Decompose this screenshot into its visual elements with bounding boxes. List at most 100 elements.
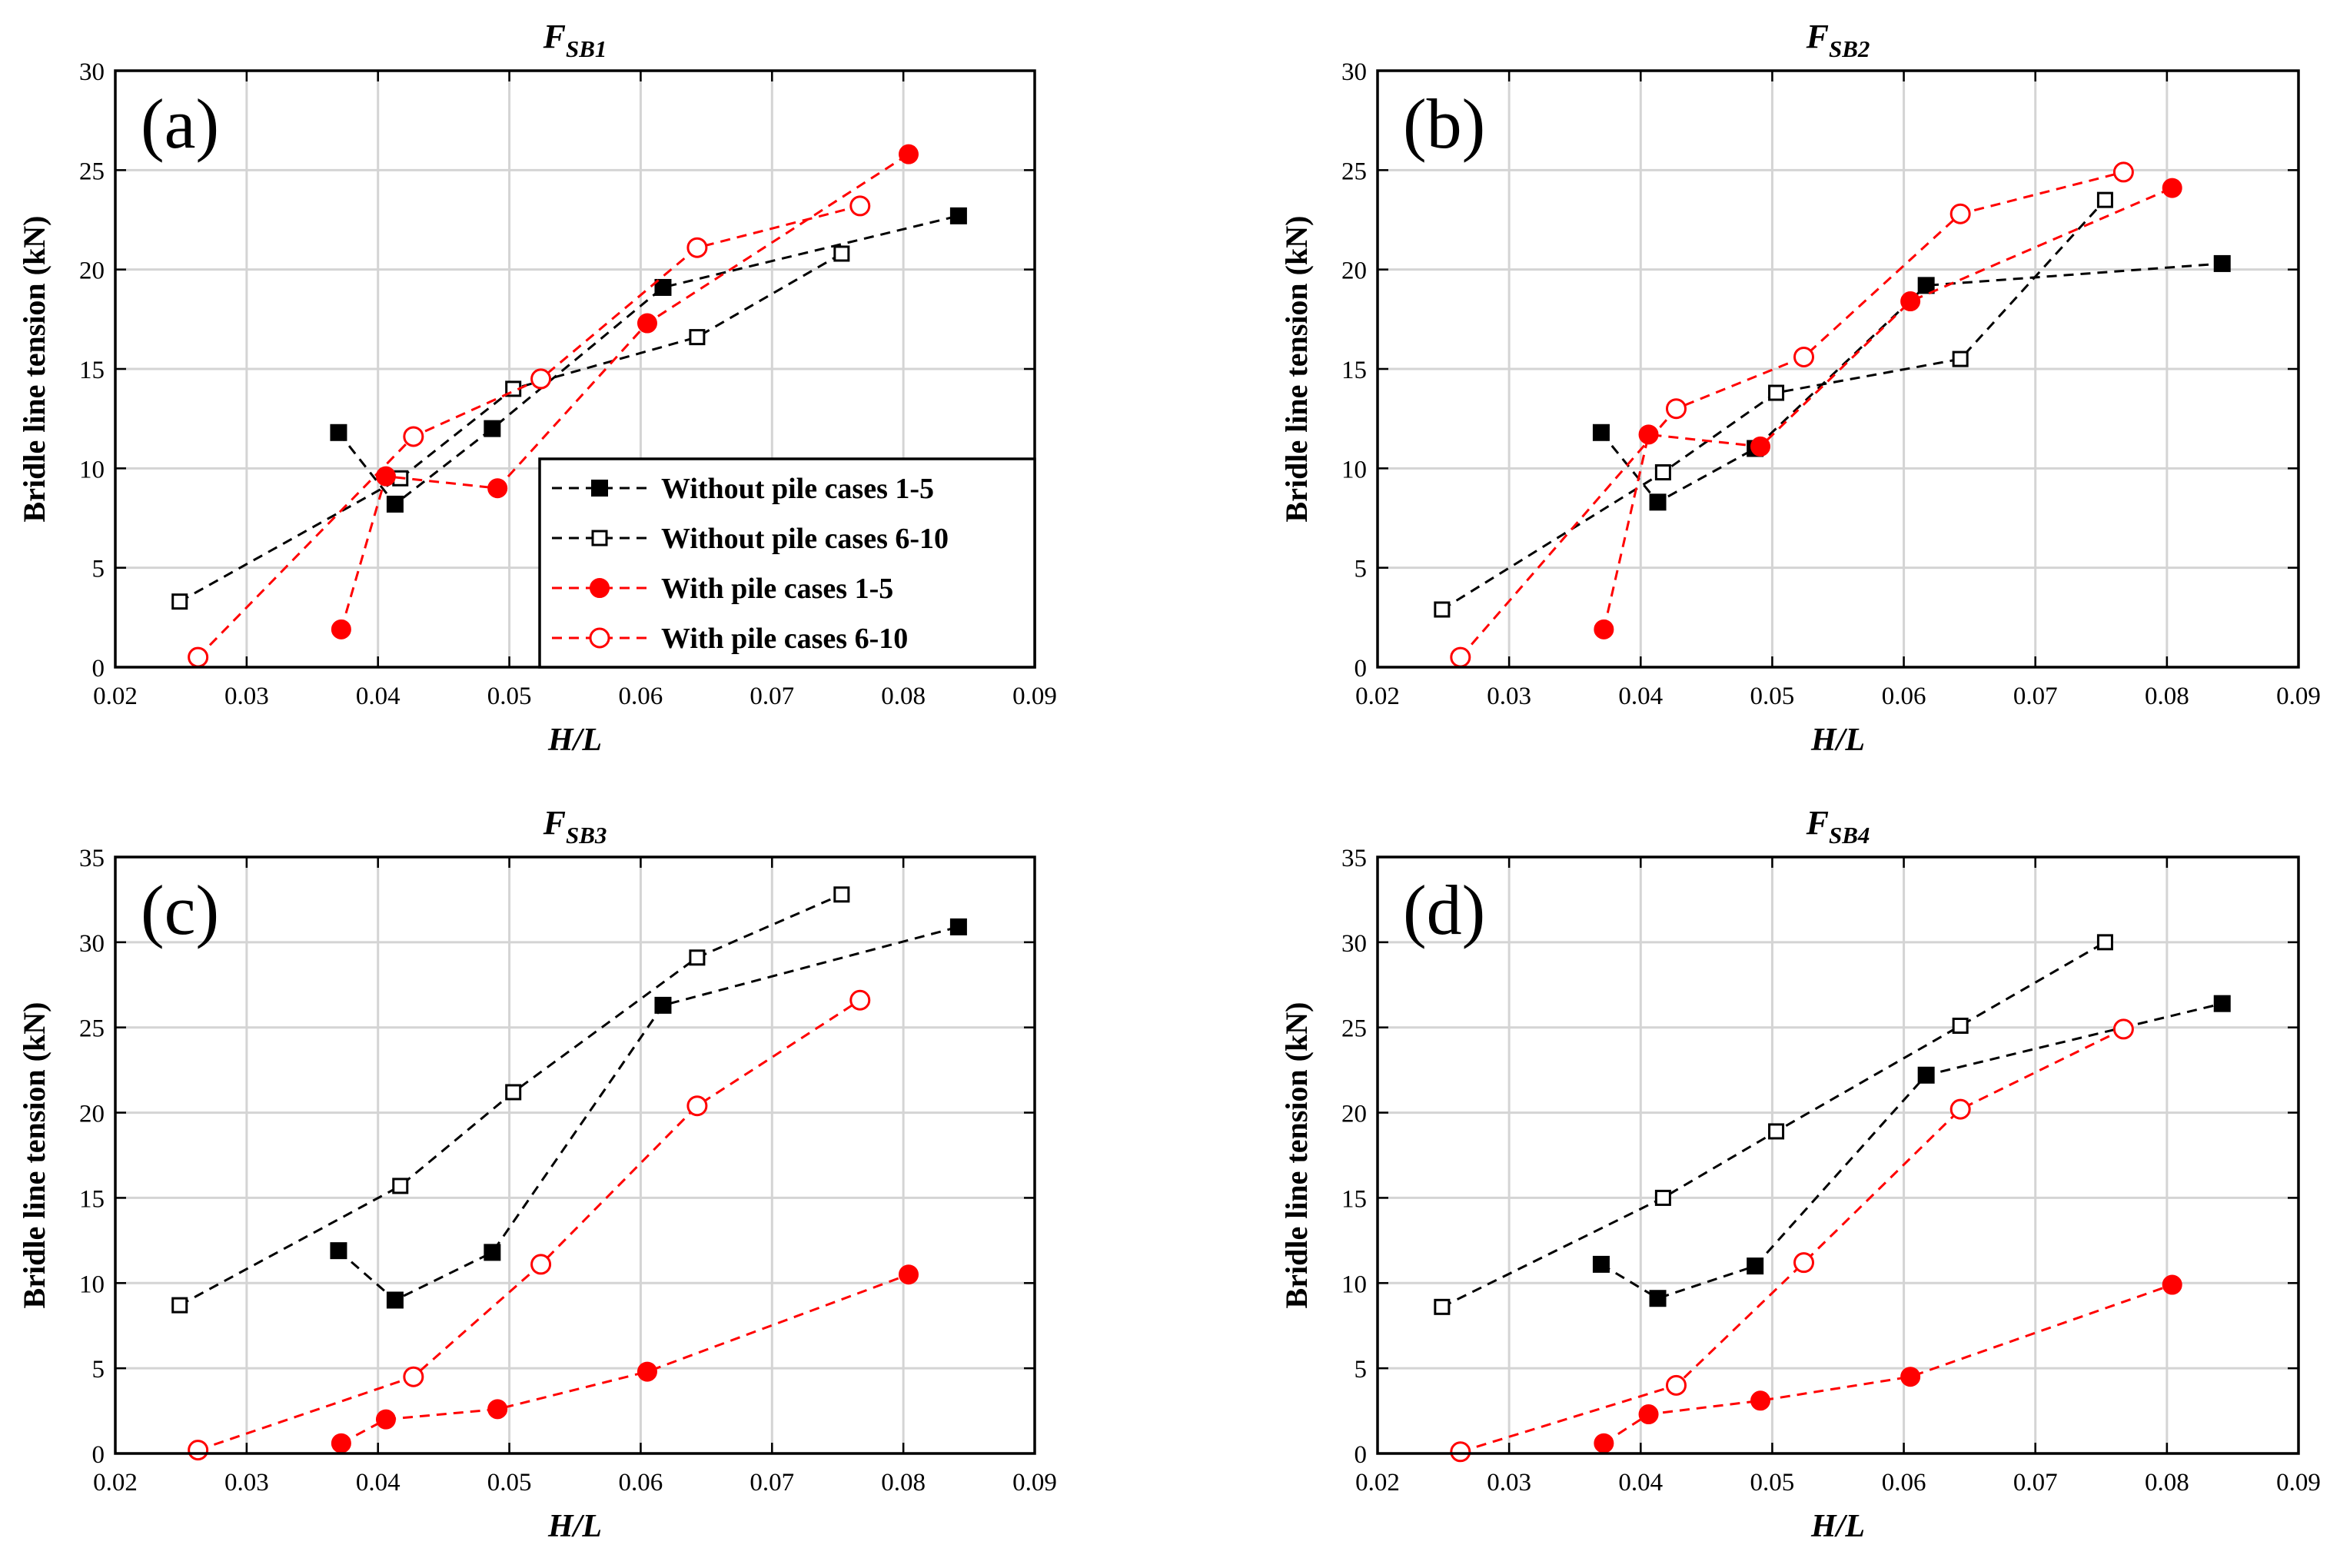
data-point	[1750, 1390, 1771, 1411]
data-point	[1900, 1367, 1921, 1387]
data-point	[2096, 934, 2113, 951]
data-point	[530, 1254, 552, 1275]
series-with-pile-cases-6-10	[1450, 1018, 2134, 1463]
y-tick-label: 10	[79, 456, 105, 483]
data-point	[833, 245, 850, 262]
legend-label: Without pile cases 1-5	[661, 473, 934, 505]
x-tick-label: 0.02	[1355, 1469, 1400, 1497]
x-axis-label: H/L	[1810, 723, 1865, 758]
y-tick-label: 20	[79, 257, 105, 285]
x-tick-label: 0.07	[2013, 1469, 2058, 1497]
y-tick-label: 0	[92, 1441, 105, 1469]
x-tick-label: 0.04	[1618, 683, 1663, 710]
y-tick-label: 20	[1341, 1101, 1367, 1128]
legend-item-without-pile-cases-6-10: Without pile cases 6-10	[552, 523, 949, 555]
data-point	[1638, 424, 1659, 445]
x-axis-label: H/L	[547, 1509, 602, 1544]
data-point	[331, 619, 351, 639]
axes-frame	[1376, 69, 2300, 669]
y-tick-label: 0	[1354, 655, 1368, 683]
data-point	[2096, 191, 2113, 208]
y-tick-label: 30	[79, 930, 105, 958]
y-tick-label: 15	[79, 357, 105, 384]
data-point	[1665, 1374, 1687, 1396]
data-point	[686, 237, 708, 258]
title-main: F	[1806, 18, 1829, 55]
data-point	[530, 368, 552, 390]
data-point	[1793, 346, 1815, 367]
data-point	[505, 1084, 522, 1101]
x-tick-label: 0.06	[619, 683, 663, 710]
x-tick-label: 0.05	[487, 1469, 532, 1497]
series-with-pile-cases-1-5	[1594, 1274, 2182, 1453]
x-tick-label: 0.02	[1355, 683, 1400, 710]
y-tick-label: 20	[79, 1101, 105, 1128]
y-tick-label: 35	[79, 845, 105, 872]
data-point	[1768, 1123, 1785, 1140]
data-point	[171, 593, 188, 610]
x-tick-label: 0.05	[1750, 1469, 1795, 1497]
data-point	[949, 918, 967, 935]
data-point	[2162, 178, 2182, 198]
y-tick-label: 15	[1341, 357, 1367, 384]
data-point	[2213, 254, 2231, 272]
data-point	[637, 313, 657, 334]
y-tick-label: 10	[1341, 1271, 1367, 1298]
data-point	[392, 1178, 409, 1194]
y-tick-label: 30	[1341, 930, 1367, 958]
x-tick-label: 0.03	[224, 1469, 269, 1497]
y-tick-label: 5	[92, 1356, 105, 1384]
y-tick-label: 25	[1341, 1015, 1367, 1043]
data-point	[1917, 1066, 1935, 1084]
x-tick-label: 0.07	[750, 683, 794, 710]
data-point	[171, 1297, 188, 1314]
data-point	[689, 949, 706, 966]
data-point	[330, 1242, 347, 1260]
y-tick-label: 35	[1341, 845, 1367, 872]
y-tick-label: 10	[1341, 456, 1367, 483]
x-tick-label: 0.03	[1487, 1469, 1531, 1497]
title-subscript: SB2	[1829, 35, 1870, 62]
y-tick-label: 15	[79, 1185, 105, 1213]
data-point	[1594, 619, 1614, 639]
data-point	[1952, 350, 1969, 367]
y-tick-label: 5	[1354, 556, 1368, 583]
data-point	[1654, 464, 1671, 481]
panel-c: 0.02 0.03 0.04 0.05 0.06 0.07 0.08 0.09 0 5 10 15 20…	[17, 804, 1057, 1544]
x-tick-label: 0.08	[881, 1469, 926, 1497]
data-point	[1434, 601, 1451, 618]
data-point	[1592, 1255, 1610, 1273]
legend-label: With pile cases 6-10	[661, 623, 908, 655]
series-line	[341, 1273, 909, 1445]
series-with-pile-cases-6-10	[188, 195, 871, 668]
series-with-pile-cases-1-5	[1594, 178, 2182, 639]
data-point	[386, 495, 404, 513]
y-tick-label: 30	[79, 58, 105, 86]
series-line	[1460, 1028, 2125, 1453]
y-tick-label: 0	[92, 655, 105, 683]
x-tick-label: 0.05	[1750, 683, 1795, 710]
x-tick-label: 0.09	[2276, 1469, 2321, 1497]
legend-marker	[591, 530, 608, 546]
legend-marker	[589, 627, 610, 649]
series-with-pile-cases-1-5	[331, 1264, 919, 1453]
data-point	[654, 278, 672, 296]
y-axis-label: Bridle line tension (kN)	[17, 216, 52, 523]
data-point	[2112, 1018, 2134, 1040]
series-without-pile-cases-6-10	[1434, 191, 2113, 618]
data-point	[849, 195, 871, 217]
x-tick-label: 0.09	[1012, 683, 1057, 710]
data-point	[1793, 1252, 1815, 1274]
data-point	[2112, 161, 2134, 183]
title-main: F	[543, 804, 566, 842]
data-point	[1900, 291, 1921, 312]
panel-label: (b)	[1403, 85, 1485, 163]
data-point	[188, 1440, 209, 1461]
data-point	[949, 207, 967, 224]
y-tick-label: 30	[1341, 58, 1367, 86]
data-point	[2213, 995, 2231, 1012]
series-line	[1459, 171, 2124, 659]
data-point	[375, 1409, 396, 1430]
panel-a: 0.02 0.03 0.04 0.05 0.06 0.07 0.08 0.09 0 5 10 15 20…	[17, 18, 1057, 758]
x-tick-label: 0.04	[356, 1469, 401, 1497]
